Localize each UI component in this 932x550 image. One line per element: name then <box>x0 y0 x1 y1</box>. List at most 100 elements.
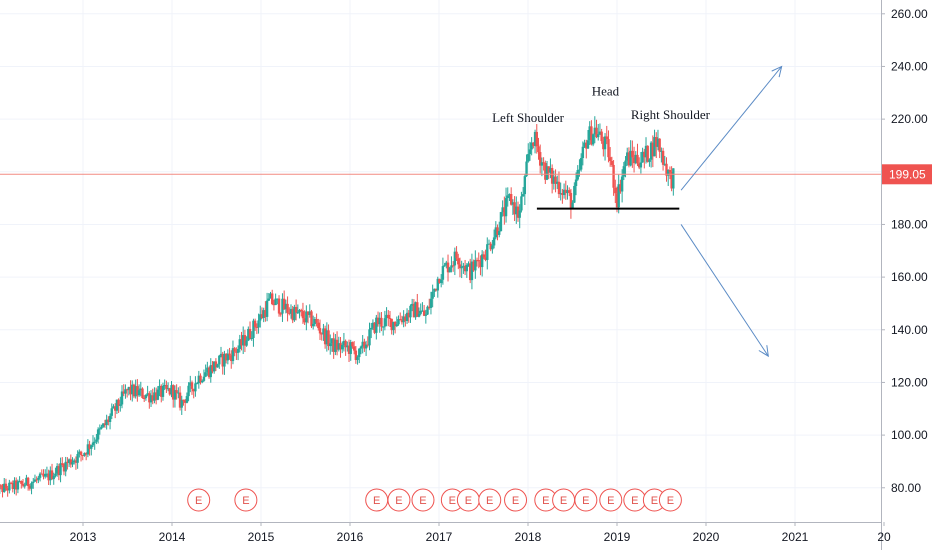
candle-body <box>498 231 501 235</box>
candle-body <box>50 470 54 480</box>
candle-body <box>518 210 521 218</box>
candle-body <box>400 320 404 323</box>
arrow-down-line <box>680 224 769 357</box>
candle-body <box>402 316 405 323</box>
candle-body <box>214 361 218 368</box>
candle-body <box>139 388 142 391</box>
candle-body <box>501 207 504 213</box>
candle-body <box>617 184 620 208</box>
earnings-marker[interactable] <box>234 488 258 512</box>
time-tick-label: 2020 <box>693 530 720 544</box>
candle-body <box>11 483 14 489</box>
candle-body <box>322 328 325 335</box>
earnings-marker[interactable] <box>658 488 682 512</box>
candle-body <box>257 320 260 328</box>
candle-body <box>267 298 271 301</box>
candle-body <box>141 388 144 399</box>
time-axis-ticks: 2013 2014 2015 2016 2017 2018 2019 2020 2021 20 <box>70 522 891 544</box>
time-tick-label: 2019 <box>604 530 631 544</box>
candle-body <box>204 372 207 377</box>
candle-body <box>212 361 216 372</box>
candle-body <box>441 266 445 280</box>
candle-body <box>484 257 487 260</box>
candle-body <box>590 126 593 145</box>
candle-body <box>639 162 643 168</box>
candle-body <box>303 318 306 323</box>
candle-body <box>603 136 607 150</box>
earnings-marker[interactable] <box>574 488 598 512</box>
time-tick-label: 2015 <box>248 530 275 544</box>
candle-body <box>151 395 154 401</box>
candle-body <box>122 391 125 394</box>
candle-body <box>178 392 182 408</box>
price-tick-label: 120.00 <box>891 375 928 389</box>
candle-body <box>305 311 308 323</box>
candle-body <box>581 146 585 159</box>
candle-body <box>578 169 581 171</box>
time-tick-label: 2013 <box>70 530 97 544</box>
candle-body <box>511 202 515 205</box>
candle-body <box>113 406 117 411</box>
candle-body <box>274 298 277 306</box>
time-axis[interactable] <box>0 522 881 550</box>
candle-body <box>144 394 148 399</box>
candle-body <box>52 475 55 480</box>
time-tick-label: 20 <box>877 530 891 544</box>
earnings-marker[interactable] <box>387 488 411 512</box>
candle-body <box>55 466 59 474</box>
annotation-label: Head <box>592 83 620 98</box>
candle-body <box>586 140 590 149</box>
earnings-marker-label: E <box>449 495 456 507</box>
candle-body <box>358 348 361 358</box>
candle-body <box>190 382 194 389</box>
annotation-label: Left Shoulder <box>492 110 565 125</box>
candle-body <box>346 345 349 348</box>
candle-body <box>300 309 303 312</box>
candle-body <box>259 314 262 321</box>
candle-body <box>574 179 578 186</box>
candle-body <box>136 386 139 396</box>
earnings-marker[interactable] <box>411 488 435 512</box>
price-axis[interactable] <box>881 0 932 550</box>
price-tick-label: 180.00 <box>891 217 928 231</box>
earnings-marker[interactable] <box>478 488 502 512</box>
candle-body <box>127 386 131 391</box>
candle-body <box>653 137 656 157</box>
candle-body <box>665 163 668 176</box>
candle-body <box>165 384 168 389</box>
candle-body <box>632 157 636 164</box>
candle-body <box>25 477 28 486</box>
candle-body <box>491 245 494 250</box>
earnings-marker-label: E <box>465 495 472 507</box>
candle-body <box>380 317 383 327</box>
earnings-marker[interactable] <box>599 488 623 512</box>
candle-body <box>334 339 337 352</box>
earnings-marker-label: E <box>651 495 658 507</box>
candle-body <box>433 288 436 292</box>
candle-body <box>327 330 330 347</box>
candle-body <box>643 151 646 158</box>
candle-body <box>107 419 110 422</box>
candle-body <box>59 463 62 476</box>
candle-body <box>185 396 189 403</box>
candle-body <box>45 473 49 475</box>
candle-body <box>223 353 226 367</box>
candle-body <box>508 194 511 196</box>
candle-body <box>187 385 190 397</box>
earnings-marker[interactable] <box>504 488 528 512</box>
time-tick-label: 2018 <box>515 530 542 544</box>
candle-body <box>129 386 132 395</box>
candle-body <box>81 454 84 456</box>
candle-body <box>672 168 675 189</box>
earnings-marker[interactable] <box>187 488 211 512</box>
candle-body <box>626 152 629 161</box>
candle-body <box>271 293 274 305</box>
candle-body <box>364 344 368 349</box>
candle-body <box>344 340 347 348</box>
candle-body <box>651 142 655 157</box>
candle-body <box>311 323 315 327</box>
candle-body <box>455 251 458 259</box>
candle-body <box>568 190 571 193</box>
